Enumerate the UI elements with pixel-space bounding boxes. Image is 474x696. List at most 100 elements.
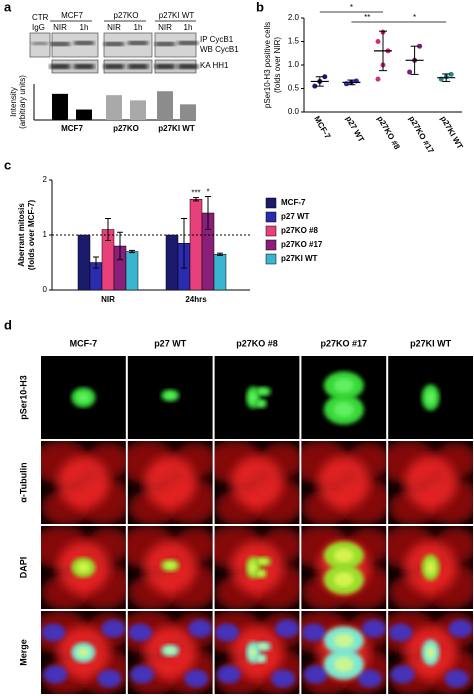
band [32,42,48,45]
column-header: p27KO #17 [321,338,368,348]
column-header: p27KO #8 [236,338,278,348]
micrograph-tile [301,441,387,524]
panel-label: c [4,157,11,172]
x-tick-label: p27KI WT [158,124,195,133]
tile-content [127,441,213,524]
micrograph-tile [127,611,213,694]
micrograph-tile [214,356,300,439]
chromatin-core [249,392,257,403]
micrograph-tile [301,611,387,694]
y-axis-label: Intensity [9,87,18,117]
y-tick-label: 2 [43,175,48,184]
chromatin-core [426,646,436,659]
legend-label: p27KO #8 [281,226,318,235]
cytoplasm [57,456,110,509]
bar [180,104,196,120]
y-tick-label: 1.5 [288,37,300,46]
tile-content [214,611,300,694]
micrograph-tile [41,441,126,524]
bar [52,93,68,120]
tile-content [323,371,364,425]
micrograph-tile [127,526,213,609]
nucleus-dapi [448,619,473,638]
tile-content [71,387,96,408]
chromatin-core [333,657,354,672]
blot-group: p27KO [114,11,139,20]
point [417,43,423,49]
nucleus-dapi [188,619,213,638]
point [448,71,454,77]
nucleus-dapi [275,619,299,638]
point [312,83,318,89]
row-label: Merge [18,639,28,666]
micrograph-tile [127,441,213,524]
band [178,64,198,69]
cytoplasm [317,456,370,509]
blot-lane: NIR [158,23,172,32]
tile-content [41,526,126,609]
column-header: p27KI WT [410,338,452,348]
cytoplasm [404,456,457,509]
chromatin-core [259,559,267,564]
micrograph-tile [388,441,474,524]
micrograph-tile [388,526,474,609]
band [104,42,124,46]
point [407,69,413,75]
band [128,41,148,45]
significance-label: * [413,13,416,22]
chromatin-core [249,647,257,658]
chromatin-core [77,392,90,403]
point [375,76,381,82]
legend-label: MCF-7 [281,198,306,207]
bar [130,100,146,120]
band [74,64,94,69]
tile-content [421,384,440,411]
y-tick-label: 0.5 [288,84,300,93]
bar [213,254,227,291]
x-tick-label: p27KI WT [439,115,465,151]
significance-label: ** [364,13,370,22]
nucleus-dapi [444,669,469,688]
blot-band-label: KA HH1 [200,61,229,70]
x-tick-label: 24hrs [185,295,207,304]
tile-content [388,611,474,694]
x-tick-label: p27KO [113,124,139,133]
chromatin-core [77,562,90,573]
band [50,64,70,69]
tile-content [127,526,213,609]
chromatin-core [259,644,267,649]
tile-content [214,441,300,524]
band [104,64,124,69]
chromatin-core [426,391,436,404]
blot-group: MCF7 [61,11,83,20]
bar [76,109,92,120]
nucleus-dapi [303,665,328,684]
nucleus-dapi [97,669,122,688]
micrograph-tile [214,441,300,524]
chromatin-core [258,571,264,576]
nucleus-dapi [41,623,66,642]
micrograph-tile [301,356,387,439]
y-tick-label: 0.0 [288,107,300,116]
y-axis-label: (arbitrary units) [18,75,27,129]
nucleus-dapi [361,619,386,638]
legend-swatch [265,253,277,265]
y-axis-label: (folds over NIR) [273,37,282,93]
tile-content [301,526,387,609]
tile-content [41,611,126,694]
x-tick-label: MCF-7 [312,115,332,141]
bar [157,91,173,120]
chromatin-core [165,647,175,654]
chromatin-core [333,572,354,587]
band [155,64,175,69]
nucleus-dapi [215,623,239,642]
y-tick-label: 0 [43,285,48,294]
legend-label: p27 WT [281,212,310,221]
tile-content [161,389,180,402]
legend-swatch [265,239,277,251]
tile-content [41,441,126,524]
chromatin-core [249,562,257,573]
chromatin-core [426,561,436,574]
y-tick-label: 1.0 [288,60,300,69]
